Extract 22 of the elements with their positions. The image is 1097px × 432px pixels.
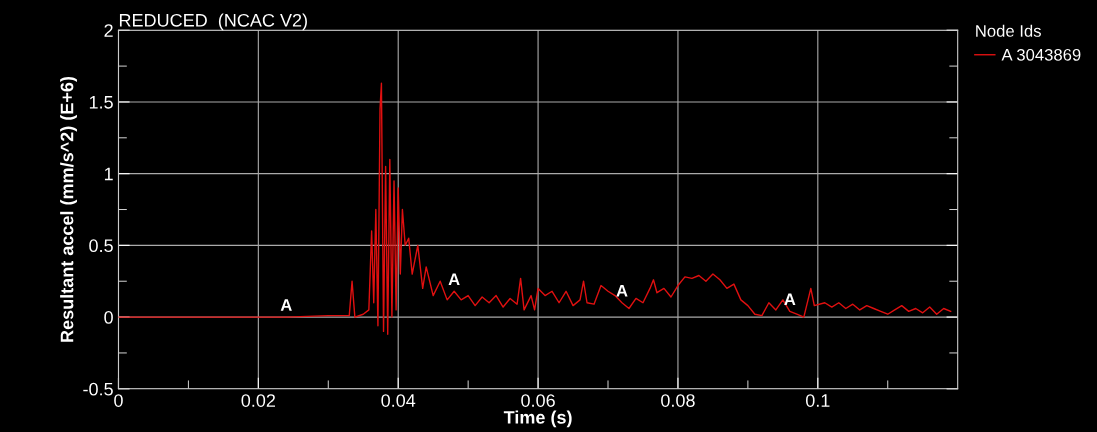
x-tick-label: 0.1: [805, 394, 830, 407]
y-tick-label: 2: [104, 24, 113, 37]
y-tick-label: -0.5: [83, 382, 113, 396]
x-axis-title: Time (s): [503, 410, 572, 428]
x-tick-label: 0.04: [381, 394, 416, 407]
x-tick-label: 0.06: [521, 394, 555, 407]
chart-title: REDUCED (NCAC V2): [119, 13, 307, 31]
line-series: [118, 82, 952, 335]
y-tick-label: 1.5: [89, 96, 113, 109]
annotation: A: [280, 299, 292, 311]
legend-title: Node Ids: [976, 24, 1041, 37]
x-tick-label: 0.02: [241, 394, 276, 407]
annotation: A: [784, 293, 796, 306]
y-tick-label: 0: [104, 311, 113, 324]
annotation: A: [616, 284, 628, 297]
y-tick-label: 0.5: [89, 239, 113, 253]
y-tick-label: 1: [104, 167, 113, 181]
x-tick-label: 0.08: [661, 394, 695, 407]
annotation: A: [448, 273, 460, 285]
x-tick-label: 0: [114, 394, 123, 407]
y-axis-title: Resultant accel (mm/s^2) (E+6): [60, 76, 77, 342]
legend-label: A 3043869: [1001, 48, 1081, 61]
